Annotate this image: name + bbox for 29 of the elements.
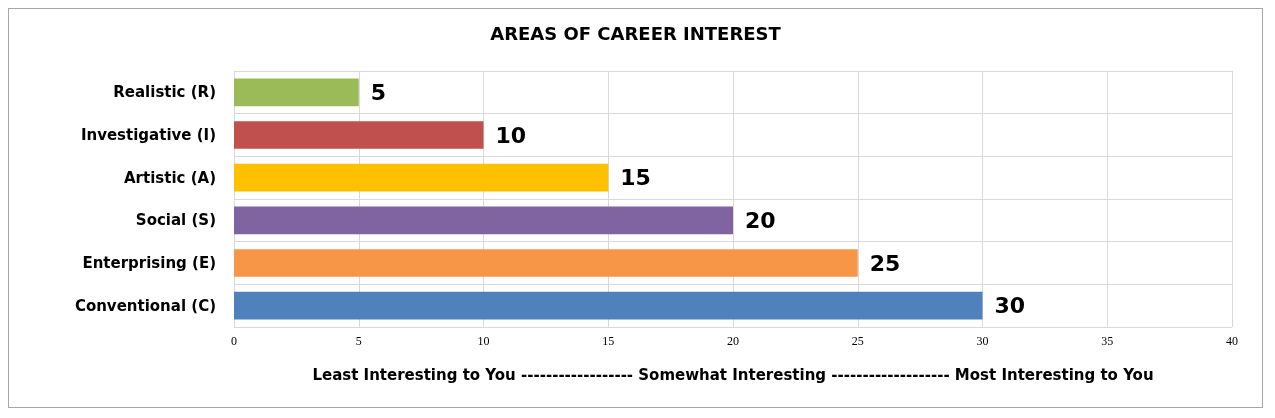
bar (234, 121, 484, 149)
y-tick-label: Enterprising (E) (82, 254, 216, 272)
x-tick-label: 25 (851, 334, 864, 348)
data-label: 15 (620, 165, 651, 191)
bar (234, 249, 858, 277)
x-tick-label: 10 (477, 334, 490, 348)
x-tick-label: 40 (1226, 334, 1238, 348)
bar (234, 163, 609, 192)
bar (234, 78, 359, 107)
data-label: 5 (370, 79, 387, 105)
x-tick-label: 20 (727, 334, 739, 348)
bar (234, 206, 733, 235)
y-tick-label: Artistic (A) (124, 168, 216, 187)
x-tick-label: 15 (602, 334, 615, 348)
y-tick-label: Social (S) (135, 211, 216, 230)
y-tick-label: Realistic (R) (113, 83, 216, 102)
x-tick-label: 30 (976, 334, 989, 348)
x-axis-title: Least Interesting to You ------------------ Somewhat Interesting ------------------- Most Interesting to You (312, 365, 1154, 384)
x-tick-label: 35 (1101, 334, 1114, 348)
data-label: 10 (495, 122, 527, 148)
y-tick-label: Conventional (C) (74, 296, 216, 315)
data-label: 25 (869, 250, 901, 276)
data-label: 20 (745, 207, 776, 233)
y-tick-label: Investigative (I) (80, 126, 216, 144)
x-tick-label: 5 (355, 334, 362, 348)
x-tick-label: 0 (231, 334, 237, 348)
data-label: 30 (994, 293, 1026, 319)
bar (234, 291, 983, 320)
chart-title: AREAS OF CAREER INTEREST (490, 22, 782, 44)
